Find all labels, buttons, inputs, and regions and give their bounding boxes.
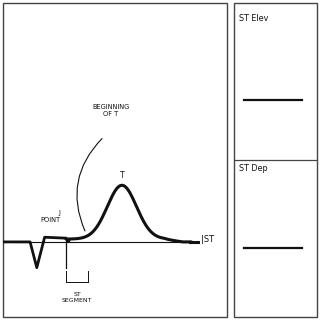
Text: ST
SEGMENT: ST SEGMENT (62, 292, 92, 303)
Text: ST Dep: ST Dep (239, 164, 268, 173)
Text: |ST: |ST (202, 235, 215, 244)
Text: T: T (120, 171, 124, 180)
Text: ST Elev: ST Elev (239, 14, 269, 23)
Text: BEGINNING
OF T: BEGINNING OF T (92, 104, 129, 117)
Text: J
POINT: J POINT (40, 210, 60, 223)
